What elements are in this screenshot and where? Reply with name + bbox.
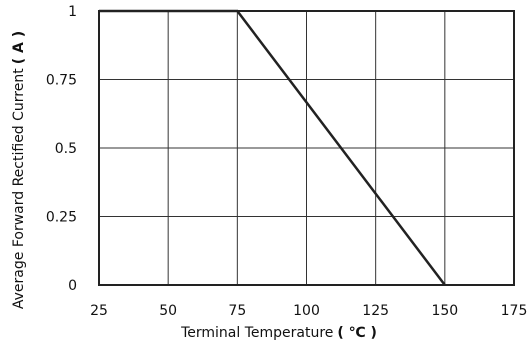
y-tick-label: 0.25 <box>46 210 77 226</box>
x-axis-label-text: Terminal Temperature <box>180 325 333 341</box>
x-tick-label: 100 <box>293 303 320 319</box>
y-tick-label: 0.5 <box>55 141 77 157</box>
x-tick-labels: 25 50 75 100 125 150 175 <box>90 303 527 319</box>
x-tick-label: 50 <box>159 303 177 319</box>
x-tick-label: 175 <box>501 303 528 319</box>
y-tick-label: 0 <box>68 278 77 294</box>
x-tick-label: 25 <box>90 303 108 319</box>
y-tick-labels: 0 0.25 0.5 0.75 1 <box>46 4 77 294</box>
x-axis-label-unit: ( ℃ ) <box>337 325 377 341</box>
x-tick-label: 75 <box>228 303 246 319</box>
y-axis-label-unit: ( A ) <box>11 31 27 64</box>
y-axis-label: Average Forward Rectified Current ( A ) <box>11 31 27 309</box>
y-axis-label-text: Average Forward Rectified Current <box>11 68 27 309</box>
y-tick-label: 0.75 <box>46 73 77 89</box>
x-tick-label: 125 <box>362 303 389 319</box>
plot-frame <box>98 10 515 286</box>
x-axis-label: Terminal Temperature( ℃ ) <box>180 325 377 341</box>
y-tick-label: 1 <box>68 4 77 20</box>
grid-lines <box>98 10 515 286</box>
x-tick-label: 150 <box>431 303 458 319</box>
